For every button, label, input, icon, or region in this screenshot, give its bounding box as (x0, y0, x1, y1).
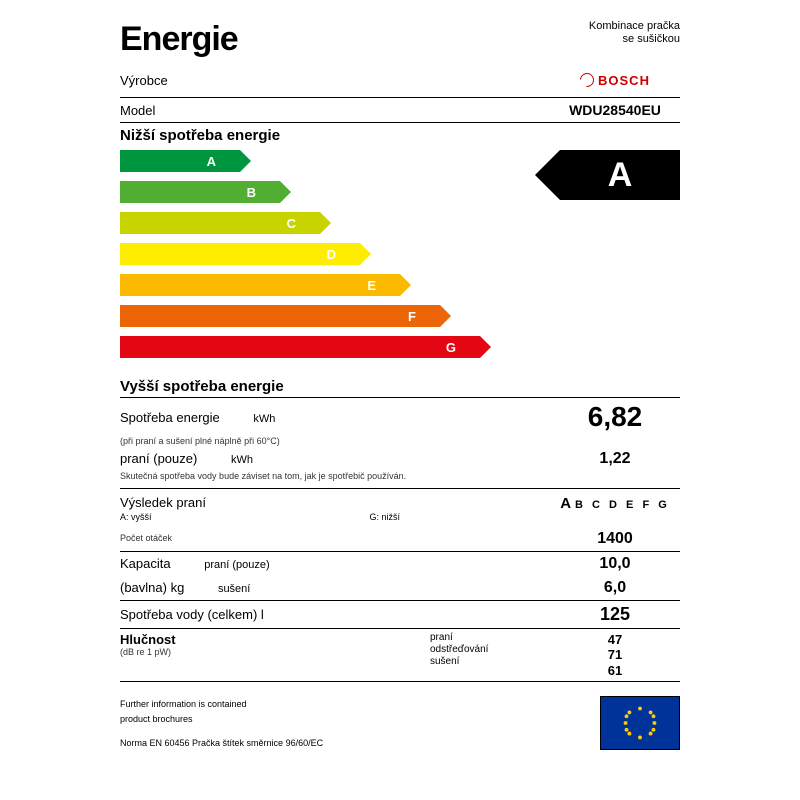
capacity-dry-row: (bavlna) kg sušení 6,0 (120, 576, 680, 601)
energy-label: Energie Kombinace pračka se sušičkou Výr… (120, 20, 680, 750)
wash-result-scale: AB C D E F G (550, 495, 680, 512)
model-row: Model WDU28540EU (120, 98, 680, 123)
title: Energie (120, 20, 589, 59)
rating-letter: A (608, 156, 633, 195)
wash-only-row: praní (pouze) kWh 1,22 (120, 447, 680, 471)
spin-value: 1400 (550, 530, 680, 548)
efficiency-bar-c: C (120, 212, 320, 234)
efficiency-bar-b: B (120, 181, 280, 203)
manufacturer-row: Výrobce BOSCH (120, 63, 680, 98)
manufacturer-label: Výrobce (120, 73, 550, 88)
efficiency-bar-d: D (120, 243, 360, 265)
water-row: Spotřeba vody (celkem) l 125 (120, 601, 680, 629)
wash-result-row: Výsledek praní A: vyšší G: nižší AB C D … (120, 489, 680, 527)
high-consumption-label: Vyšší spotřeba energie (120, 374, 680, 398)
eu-flag-icon (600, 696, 680, 750)
manufacturer-value: BOSCH (550, 67, 680, 93)
consumption-label: Spotřeba energie kWh (120, 410, 550, 425)
efficiency-bar-f: F (120, 305, 440, 327)
footer: Further information is contained product… (120, 696, 680, 750)
capacity-wash-row: Kapacita praní (pouze) 10,0 (120, 552, 680, 576)
consumption-note: (při praní a sušení plné náplně při 60°C… (120, 436, 680, 447)
product-type: Kombinace pračka se sušičkou (589, 20, 680, 46)
wash-only-value: 1,22 (550, 450, 680, 468)
rating-arrow: A (560, 150, 680, 200)
disclaimer: Skutečná spotřeba vody bude záviset na t… (120, 471, 680, 489)
consumption-row: Spotřeba energie kWh 6,82 (120, 398, 680, 436)
model-label: Model (120, 103, 550, 118)
efficiency-bar-g: G (120, 336, 480, 358)
spin-row: Počet otáček 1400 (120, 527, 680, 552)
efficiency-bar-e: E (120, 274, 400, 296)
header: Energie Kombinace pračka se sušičkou (120, 20, 680, 59)
model-value: WDU28540EU (550, 102, 680, 118)
consumption-value: 6,82 (550, 401, 680, 433)
efficiency-bars: A ABCDEFG (120, 150, 680, 370)
efficiency-bar-a: A (120, 150, 240, 172)
low-consumption-label: Nižší spotřeba energie (120, 123, 680, 146)
noise-row: Hlučnost (dB re 1 pW) praní odstřeďování… (120, 629, 680, 683)
